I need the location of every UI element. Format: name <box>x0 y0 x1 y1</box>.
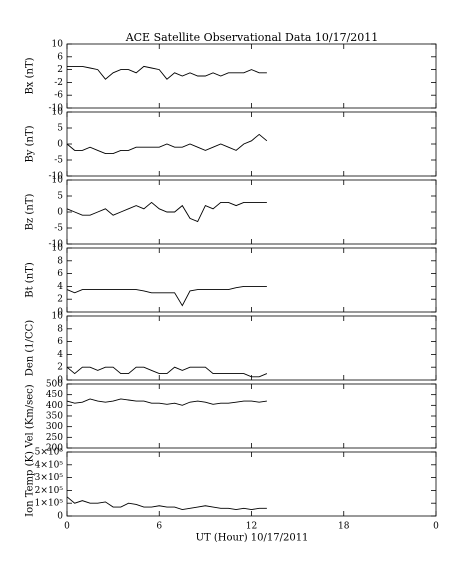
data-line <box>66 285 267 307</box>
y-tick-label: 2 <box>57 65 63 75</box>
y-tick-label: 10 <box>52 244 64 254</box>
panel-frame <box>66 43 437 109</box>
y-tick-label: 0 <box>57 308 63 318</box>
y-tick-label: 10 <box>52 176 64 186</box>
data-line <box>66 201 267 223</box>
y-tick-label: 5×10⁵ <box>35 448 64 458</box>
y-tick-label: 6 <box>57 52 63 62</box>
x-tick-label: 18 <box>338 522 350 532</box>
y-tick-label: 4×10⁵ <box>35 460 64 470</box>
y-tick-label: 450 <box>46 390 63 400</box>
panel-frame <box>66 247 437 313</box>
y-tick-label: 0 <box>57 512 63 522</box>
data-line <box>66 366 268 378</box>
y-tick-label: 10 <box>52 108 64 118</box>
x-axis-label: UT (Hour) 10/17/2011 <box>196 533 309 544</box>
data-line <box>66 133 268 155</box>
y-tick-label: 300 <box>46 422 63 432</box>
y-tick-label: 8 <box>57 256 63 266</box>
y-tick-label: -10 <box>49 104 64 114</box>
y-tick-label: 0 <box>57 376 63 386</box>
y-tick-label: 1×10⁵ <box>35 499 64 509</box>
y-tick-label: 200 <box>46 444 63 454</box>
chart-title: ACE Satellite Observational Data 10/17/2… <box>125 31 379 44</box>
y-tick-label: 2 <box>57 295 63 305</box>
y-tick-label: -10 <box>49 172 64 182</box>
y-tick-label: 6 <box>57 269 63 279</box>
y-tick-label: 0 <box>57 140 63 150</box>
y-tick-label: 8 <box>57 324 63 334</box>
y-axis-label: Bt (nT) <box>25 262 36 298</box>
y-tick-label: 500 <box>46 380 63 390</box>
y-axis-label: Den (1/CC) <box>25 320 36 376</box>
y-tick-label: 4 <box>57 350 63 360</box>
panel-frame <box>66 179 437 245</box>
y-tick-label: 2 <box>57 363 63 373</box>
y-tick-label: -10 <box>49 240 64 250</box>
y-tick-label: 3×10⁵ <box>35 473 64 483</box>
y-axis-label: By (nT) <box>25 125 36 162</box>
y-tick-label: 250 <box>46 433 63 443</box>
panel-frame <box>66 111 437 177</box>
y-tick-label: 0 <box>57 208 63 218</box>
y-tick-label: -6 <box>54 91 63 101</box>
y-tick-label: 5 <box>57 124 63 134</box>
data-line <box>66 496 267 511</box>
y-tick-label: 10 <box>52 40 64 50</box>
y-tick-label: -5 <box>54 224 63 234</box>
y-axis-label: Bx (nT) <box>25 57 36 94</box>
y-tick-label: 5 <box>57 192 63 202</box>
y-axis-label: Vel (Km/sec) <box>25 384 36 448</box>
y-tick-label: 10 <box>52 312 64 322</box>
x-tick-label: 0 <box>433 522 439 532</box>
x-tick-label: 6 <box>156 522 162 532</box>
x-tick-label: 12 <box>246 522 257 532</box>
data-line <box>67 65 267 80</box>
panel-frame <box>66 315 437 381</box>
panel-frame <box>66 383 437 449</box>
y-tick-label: -5 <box>54 156 63 166</box>
y-tick-label: 2×10⁵ <box>35 486 64 496</box>
y-axis-label: Ion Temp (K) <box>25 451 36 517</box>
y-tick-label: 400 <box>46 401 63 411</box>
y-tick-label: -2 <box>54 78 63 88</box>
y-axis-label: Bz (nT) <box>25 194 36 231</box>
y-tick-label: 350 <box>46 412 63 422</box>
data-line <box>66 398 267 406</box>
y-tick-label: 6 <box>57 337 63 347</box>
x-tick-label: 0 <box>64 522 70 532</box>
y-tick-label: 4 <box>57 282 63 292</box>
